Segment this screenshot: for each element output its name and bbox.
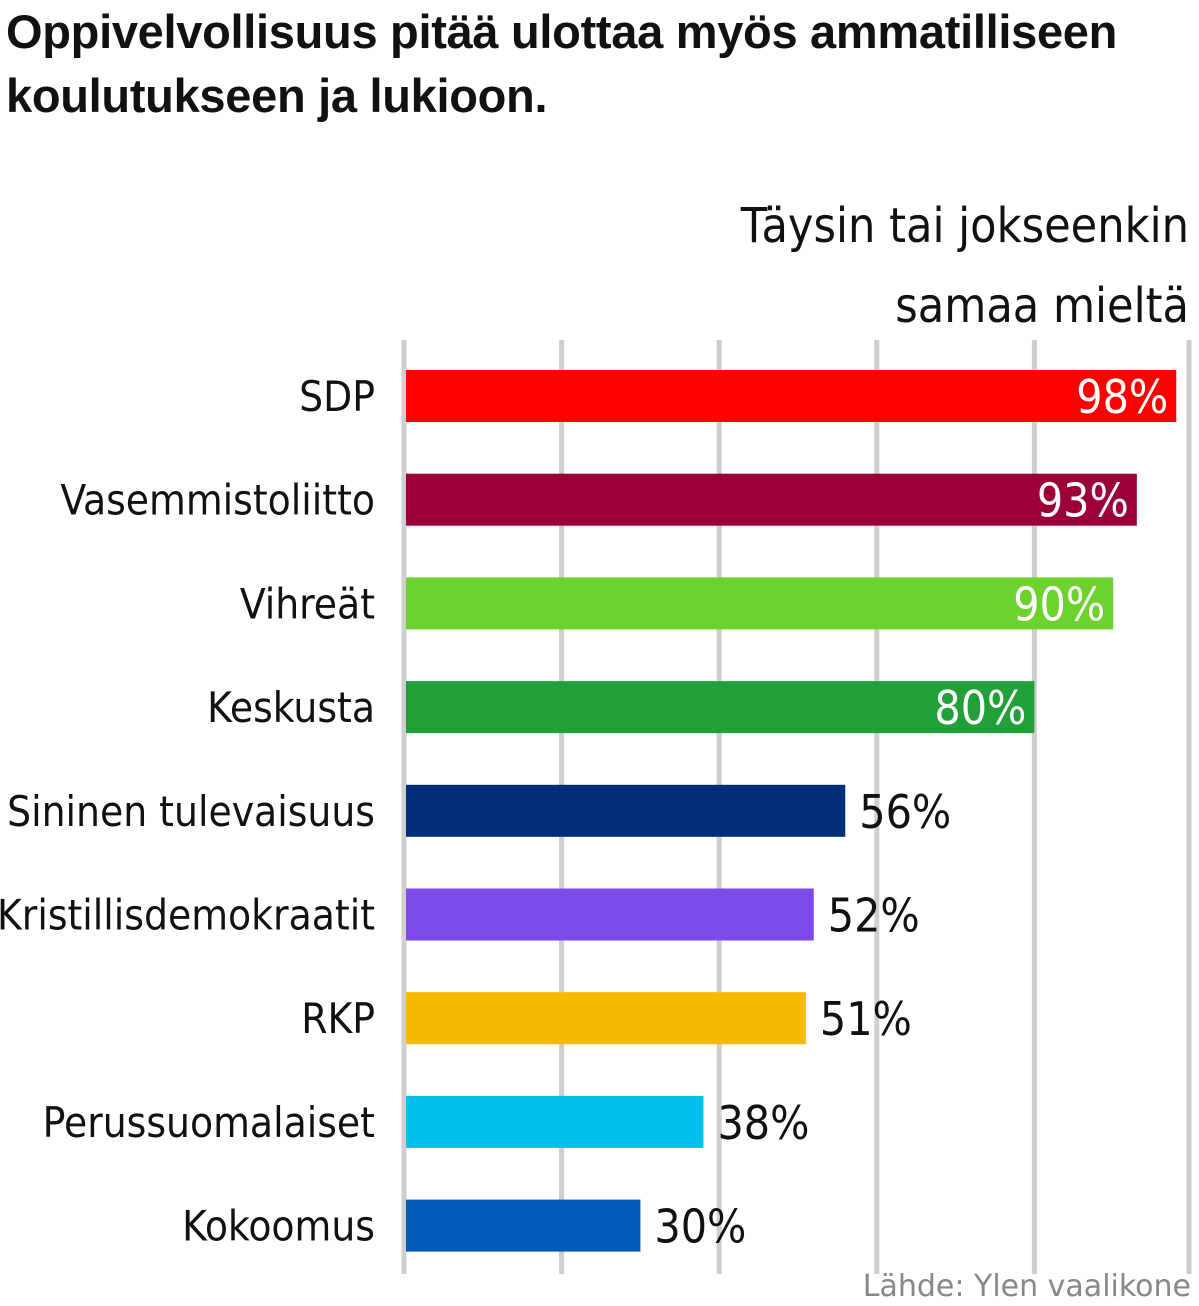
bars — [406, 370, 1177, 1252]
category-labels: SDP Vasemmistoliitto Vihreät Keskusta Sinine… — [0, 372, 375, 1251]
value-label: 38% — [717, 1096, 809, 1150]
bar — [406, 784, 846, 837]
bar — [406, 577, 1114, 630]
category-label: Perussuomalaiset — [43, 1098, 375, 1147]
value-label: 30% — [654, 1200, 746, 1254]
category-label: Keskusta — [207, 683, 375, 732]
value-label: 52% — [828, 889, 920, 943]
category-label: RKP — [301, 994, 375, 1043]
value-label: 80% — [934, 681, 1026, 735]
value-label: 98% — [1076, 370, 1168, 424]
category-label: Vihreät — [240, 579, 375, 628]
bar — [406, 370, 1177, 422]
category-label: Kristillisdemokraatit — [0, 891, 375, 940]
bar — [406, 681, 1035, 734]
category-label: Vasemmistoliitto — [60, 476, 375, 525]
bar — [406, 1199, 641, 1252]
bar — [406, 1095, 704, 1148]
value-label: 90% — [1013, 577, 1105, 631]
chart-title: Oppivelvollisuus pitää ulottaa myös amma… — [6, 5, 1118, 122]
bar — [406, 992, 806, 1045]
value-labels: 98% 93% 90% 80% 56% 52% 51%38% 30% — [654, 370, 1168, 1254]
value-label: 51% — [820, 992, 912, 1046]
bar — [406, 473, 1137, 526]
category-label: Kokoomus — [182, 1202, 375, 1251]
chart-subtitle: Täysin tai jokseenkin samaa mieltä — [740, 198, 1189, 334]
bar — [406, 888, 814, 941]
value-label: 56% — [859, 785, 951, 839]
source-note: Lähde: Ylen vaalikone — [862, 1269, 1191, 1304]
category-label: Sininen tulevaisuus — [7, 787, 375, 836]
category-label: SDP — [299, 372, 375, 421]
value-label: 93% — [1037, 474, 1129, 528]
